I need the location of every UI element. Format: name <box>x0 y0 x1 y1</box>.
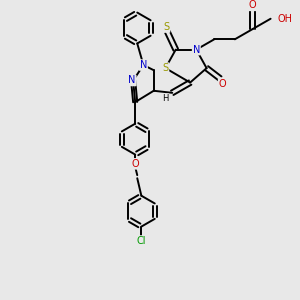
Text: N: N <box>128 76 136 85</box>
Text: O: O <box>131 159 139 169</box>
Text: S: S <box>164 22 169 32</box>
Text: O: O <box>249 0 256 11</box>
Text: Cl: Cl <box>136 236 146 246</box>
Text: H: H <box>163 94 169 103</box>
Text: N: N <box>140 60 147 70</box>
Text: S: S <box>162 63 169 73</box>
Text: O: O <box>219 79 226 88</box>
Text: OH: OH <box>278 14 293 24</box>
Text: N: N <box>193 45 200 55</box>
